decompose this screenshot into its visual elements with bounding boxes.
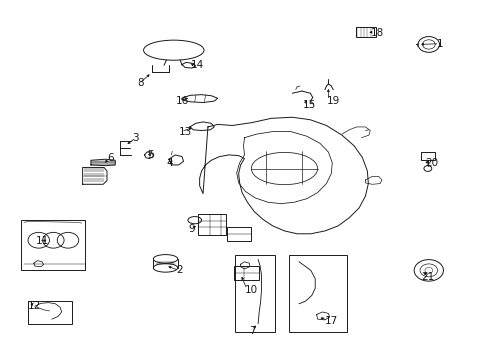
Bar	[198, 214, 226, 234]
Text: 16: 16	[176, 96, 189, 106]
Bar	[233, 266, 259, 280]
Text: 6: 6	[107, 153, 113, 163]
Text: 21: 21	[420, 272, 433, 282]
Bar	[355, 27, 375, 37]
Text: 19: 19	[326, 96, 339, 106]
Bar	[227, 227, 250, 241]
Bar	[27, 301, 72, 324]
Bar	[420, 152, 434, 160]
Text: 15: 15	[303, 100, 316, 110]
Text: 20: 20	[424, 158, 437, 168]
Text: 5: 5	[147, 150, 153, 160]
Text: 7: 7	[249, 325, 256, 336]
Text: 9: 9	[188, 225, 195, 234]
Text: 17: 17	[325, 316, 338, 325]
Text: 10: 10	[244, 285, 257, 296]
Text: 8: 8	[137, 78, 143, 88]
Text: 1: 1	[436, 39, 443, 49]
Text: 3: 3	[132, 133, 139, 143]
Text: 11: 11	[36, 236, 49, 246]
Text: 18: 18	[370, 28, 384, 38]
Text: 14: 14	[190, 60, 203, 70]
Bar	[234, 255, 274, 332]
Bar	[289, 255, 346, 332]
Text: 12: 12	[27, 301, 41, 311]
Bar	[21, 220, 84, 270]
Text: 13: 13	[178, 127, 191, 136]
Text: 4: 4	[166, 158, 173, 168]
Text: 2: 2	[176, 265, 183, 275]
